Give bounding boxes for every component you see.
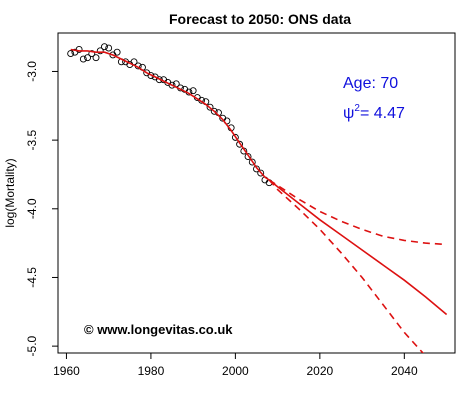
y-tick-label: -4.0 xyxy=(25,198,39,219)
x-tick-label: 2020 xyxy=(306,364,333,378)
y-axis-label: log(Mortality) xyxy=(3,158,17,227)
data-point xyxy=(248,158,256,166)
x-tick-label: 1960 xyxy=(53,364,80,378)
series-forecast-central xyxy=(268,179,448,316)
copyright-text: © www.longevitas.co.uk xyxy=(84,322,233,337)
y-tick-label: -4.5 xyxy=(25,267,39,288)
data-point xyxy=(189,87,197,95)
data-point xyxy=(257,169,265,177)
x-tick-label: 1980 xyxy=(138,364,165,378)
data-point xyxy=(79,55,87,63)
x-axis: 1960 1980 2000 2020 2040 xyxy=(53,353,418,378)
plot-frame xyxy=(57,32,456,354)
chart-title: Forecast to 2050: ONS data xyxy=(169,11,351,27)
series-forecast-upper xyxy=(268,179,447,246)
data-point xyxy=(96,47,104,55)
x-tick-label: 2000 xyxy=(222,364,249,378)
data-point xyxy=(168,81,176,89)
psi-symbol: ψ xyxy=(343,105,354,122)
series-layer xyxy=(67,43,448,353)
psi-exponent: 2 xyxy=(354,103,360,114)
data-point xyxy=(206,103,214,111)
psi-annotation: ψ2= 4.47 xyxy=(343,103,405,122)
data-point xyxy=(67,50,75,58)
data-point xyxy=(231,133,239,141)
y-axis: -3.0 -3.5 -4.0 -4.5 -5.0 xyxy=(25,61,58,356)
psi-value: = 4.47 xyxy=(360,105,405,122)
data-point xyxy=(113,48,121,56)
data-point xyxy=(88,50,96,58)
data-point xyxy=(244,153,252,161)
y-tick-label: -3.0 xyxy=(25,61,39,82)
data-point xyxy=(253,165,260,173)
data-point xyxy=(105,44,113,52)
y-tick-label: -3.5 xyxy=(25,129,39,150)
y-tick-label: -5.0 xyxy=(25,335,39,356)
series-forecast-lower xyxy=(268,179,425,353)
data-point xyxy=(236,140,244,148)
data-point xyxy=(210,107,218,115)
data-point xyxy=(101,43,108,51)
x-tick-label: 2040 xyxy=(391,364,418,378)
series-fitted xyxy=(70,48,270,181)
data-point xyxy=(84,54,92,62)
age-annotation: Age: 70 xyxy=(343,75,398,92)
data-point xyxy=(92,54,100,62)
data-point xyxy=(75,46,83,53)
